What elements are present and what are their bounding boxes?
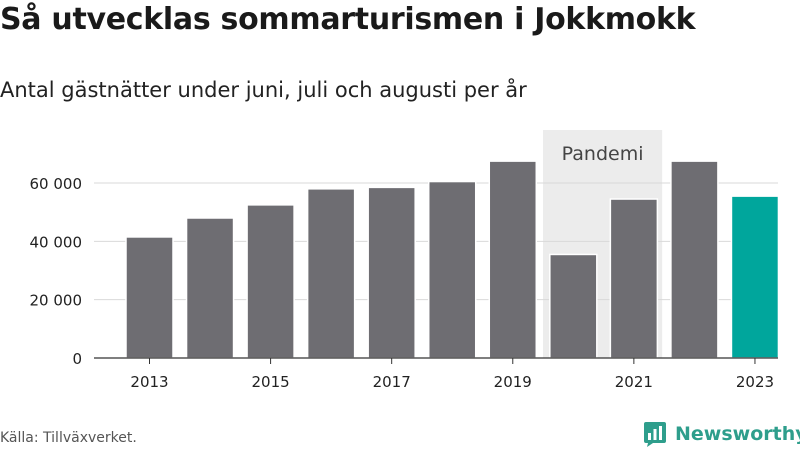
x-tick-label: 2013 [130,373,168,391]
bar-2022 [670,160,719,359]
x-tick-label: 2023 [736,373,774,391]
newsworthy-logo-icon [644,422,666,447]
bar-2014 [185,217,235,359]
x-tick-label: 2019 [494,373,532,391]
bar-2023 [730,195,780,359]
y-tick-label: 60 000 [30,175,83,193]
x-tick-label: 2015 [251,373,289,391]
bar-2016 [306,188,356,359]
bar-chart: Pandemi 0 20 000 40 000 60 000 2013 2015 2017 20… [30,130,780,391]
chart-title: Så utvecklas sommarturismen i Jokkmokk [0,2,696,37]
y-tick-label: 0 [72,350,82,368]
bar-2021 [609,198,659,359]
bar-2020 [549,253,598,359]
x-tick-label: 2021 [615,373,653,391]
bar-2019 [488,160,538,359]
bar-2015 [246,204,295,359]
source-note: Källa: Tillväxverket. [0,430,137,446]
y-tick-label: 40 000 [30,233,83,251]
brand-name: Newsworthy [675,423,800,445]
pandemic-label: Pandemi [562,143,644,165]
bar-2013 [125,236,174,359]
y-tick-label: 20 000 [30,292,83,310]
chart-subtitle: Antal gästnätter under juni, juli och au… [0,78,527,102]
brand-logo: Newsworthy [643,419,800,449]
x-tick-label: 2017 [373,373,411,391]
bar-2018 [427,180,477,359]
bar-2017 [367,186,416,359]
